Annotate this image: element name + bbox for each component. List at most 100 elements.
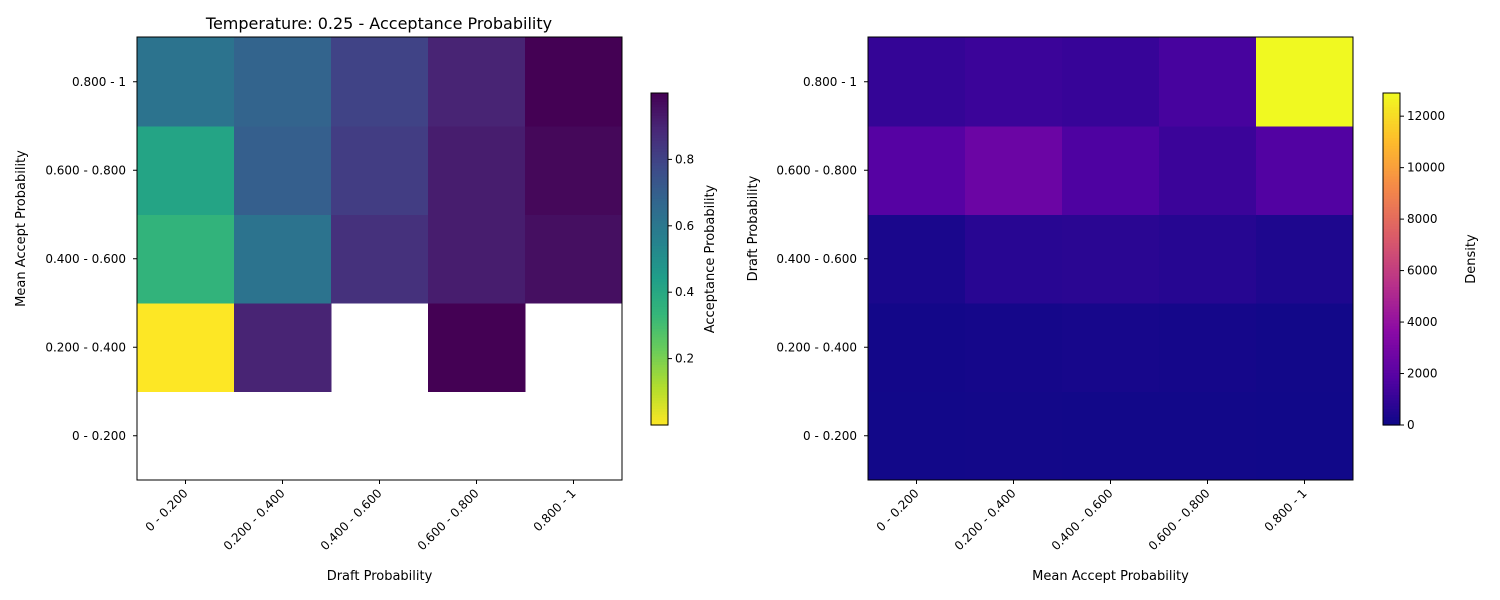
colorbar-segment: [651, 303, 668, 307]
colorbar-segment: [651, 317, 668, 321]
colorbar-segment: [1383, 217, 1400, 221]
colorbar-segment: [1383, 256, 1400, 260]
colorbar-tick-label: 0: [1407, 418, 1415, 432]
colorbar-segment: [651, 342, 668, 346]
colorbar-segment: [651, 386, 668, 390]
colorbar-segment: [651, 270, 668, 274]
y-tick-label: 0 - 0.200: [72, 429, 126, 443]
heatmap-cell: [868, 214, 966, 304]
heatmap-cell: [965, 214, 1063, 304]
y-tick-label: 0.400 - 0.600: [776, 252, 857, 266]
y-axis-label: Mean Accept Probability: [14, 150, 29, 307]
colorbar-segment: [651, 419, 668, 423]
colorbar-segment: [1383, 311, 1400, 315]
colorbar-segment: [651, 330, 668, 335]
colorbar-segment: [651, 422, 668, 426]
colorbar-segment: [651, 405, 668, 409]
heatmap-cell: [868, 37, 966, 127]
heatmap-cell: [1256, 303, 1354, 392]
colorbar-segment: [651, 220, 668, 224]
colorbar-segment: [1383, 236, 1400, 241]
colorbar-segment: [1383, 394, 1400, 398]
heatmap-cell: [234, 214, 332, 304]
x-tick-label: 0.800 - 1: [531, 486, 579, 534]
heatmap-cell: [1062, 126, 1160, 215]
colorbar-segment: [651, 209, 668, 213]
colorbar-segment: [651, 98, 668, 102]
colorbar-segment: [1383, 164, 1400, 169]
colorbar-segment: [651, 134, 668, 138]
heatmap-cell: [525, 37, 623, 127]
colorbar-segment: [1383, 206, 1400, 210]
colorbar-segment: [1383, 342, 1400, 346]
colorbar-segment: [651, 128, 668, 133]
colorbar-segment: [651, 364, 668, 368]
colorbar-segment: [1383, 200, 1400, 205]
heatmap-cell: [137, 37, 235, 127]
heatmap-cell: [1159, 214, 1257, 304]
heatmap-cell: [1062, 37, 1160, 127]
colorbar-segment: [651, 361, 668, 365]
colorbar-tick-label: 4000: [1407, 315, 1438, 329]
colorbar-segment: [1383, 283, 1400, 288]
colorbar-segment: [1383, 306, 1400, 310]
colorbar-segment: [1383, 328, 1400, 332]
colorbar-segment: [651, 319, 668, 324]
colorbar-segment: [651, 225, 668, 230]
colorbar-segment: [651, 283, 668, 288]
colorbar-tick-label: 8000: [1407, 212, 1438, 226]
colorbar-segment: [651, 173, 668, 177]
colorbar-segment: [651, 339, 668, 343]
heatmap-cell: [525, 214, 623, 304]
colorbar-segment: [1383, 231, 1400, 235]
colorbar-segment: [1383, 140, 1400, 144]
colorbar-segment: [1383, 106, 1400, 111]
x-tick-label: 0 - 0.200: [143, 486, 191, 534]
x-axis-label: Mean Accept Probability: [1032, 569, 1189, 584]
colorbar-segment: [651, 286, 668, 291]
y-tick-label: 0 - 0.200: [803, 429, 857, 443]
colorbar-segment: [1383, 128, 1400, 133]
colorbar-tick-label: 12000: [1407, 109, 1445, 123]
colorbar-segment: [1383, 289, 1400, 293]
colorbar-segment: [651, 148, 668, 152]
colorbar-segment: [651, 195, 668, 199]
colorbar-segment: [1383, 416, 1400, 421]
colorbar-segment: [1383, 267, 1400, 271]
colorbar-segment: [1383, 405, 1400, 409]
colorbar-tick-label: 0.6: [675, 219, 694, 233]
colorbar-segment: [1383, 261, 1400, 266]
colorbar-segment: [1383, 209, 1400, 213]
colorbar-segment: [651, 297, 668, 302]
colorbar-segment: [651, 115, 668, 119]
colorbar-segment: [1383, 383, 1400, 387]
colorbar-segment: [651, 198, 668, 202]
colorbar-segment: [1383, 391, 1400, 396]
colorbar-segment: [651, 253, 668, 257]
colorbar-segment: [651, 247, 668, 252]
colorbar-segment: [1383, 126, 1400, 130]
colorbar-segment: [1383, 350, 1400, 354]
colorbar-segment: [651, 120, 668, 125]
colorbar-segment: [651, 380, 668, 385]
colorbar-segment: [1383, 203, 1400, 208]
colorbar-segment: [1383, 377, 1400, 382]
heatmap-panel-density: 0 - 0.200 0.200 - 0.400 0.400 - 0.600 0.600…: [746, 36, 1479, 584]
colorbar-segment: [651, 311, 668, 315]
colorbar-segment: [1383, 353, 1400, 357]
x-tick-label: 0.200 - 0.400: [221, 486, 288, 553]
colorbar-segment: [1383, 402, 1400, 407]
heatmap-panel-acceptance: 0 - 0.200 0.200 - 0.400 0.400 - 0.600 0.600…: [14, 36, 718, 584]
colorbar-frame: [650, 92, 669, 426]
colorbar-frame: [1382, 92, 1401, 426]
colorbar-segment: [651, 308, 668, 313]
colorbar-segment: [651, 126, 668, 130]
colorbar-segment: [1383, 120, 1400, 125]
colorbar-segment: [1383, 239, 1400, 243]
heatmap-cell: [234, 37, 332, 127]
colorbar-segment: [1383, 145, 1400, 149]
colorbar-segment: [651, 104, 668, 108]
colorbar-segment: [651, 211, 668, 216]
colorbar-segment: [1383, 134, 1400, 138]
colorbar-segment: [651, 214, 668, 219]
